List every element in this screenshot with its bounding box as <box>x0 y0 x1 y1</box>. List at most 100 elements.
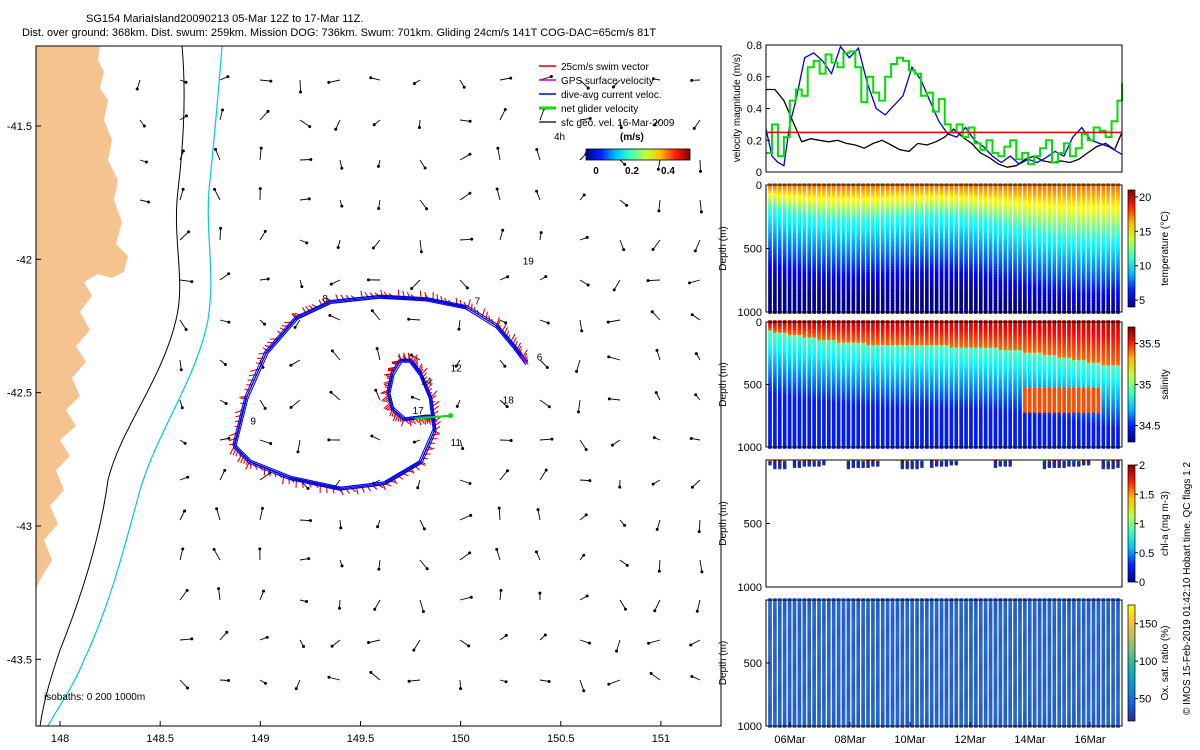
sfc-velocity-arrow <box>215 149 221 161</box>
sfc-velocity-arrow <box>498 508 501 521</box>
sfc-velocity-arrowhead <box>504 633 508 637</box>
section-sample <box>792 241 797 246</box>
colorbar-title: (m/s) <box>620 132 644 143</box>
section-sample <box>797 307 802 312</box>
sfc-velocity-arrow <box>259 79 271 82</box>
sfc-velocity-arrowhead <box>657 569 661 573</box>
sfc-velocity-arrow <box>219 273 229 281</box>
section-sample <box>782 274 787 279</box>
section-sample <box>812 228 816 233</box>
section-sample <box>773 267 777 271</box>
sfc-velocity-arrow <box>459 514 471 521</box>
section-sample <box>768 195 772 200</box>
velocity-series-line <box>766 88 1123 168</box>
swim-vector <box>383 382 391 386</box>
sfc-velocity-arrow <box>179 279 192 283</box>
section-sample <box>792 292 797 297</box>
section-sample <box>812 211 816 215</box>
sfc-velocity-arrow <box>299 119 310 128</box>
section-sample <box>817 279 821 284</box>
section-sample <box>817 249 821 253</box>
section-sample <box>782 294 787 299</box>
section-sample <box>797 274 802 279</box>
sfc-velocity-arrowhead <box>260 506 264 510</box>
section-sample <box>822 200 826 205</box>
section-sample <box>778 228 782 233</box>
section-sample <box>807 203 812 208</box>
section-sample <box>768 272 772 276</box>
section-sample <box>817 221 821 225</box>
section-sample <box>802 239 807 243</box>
sfc-velocity-arrowhead <box>294 687 298 691</box>
section-sample <box>802 195 807 200</box>
section-sample <box>817 213 821 218</box>
section-sample <box>782 203 787 208</box>
sfc-velocity-arrow <box>328 79 341 83</box>
sfc-velocity-arrow <box>136 79 141 90</box>
section-sample <box>812 264 816 269</box>
map-ytick-label: -41.5 <box>7 121 32 133</box>
section-sample <box>797 208 802 213</box>
sfc-velocity-arrowhead <box>263 229 267 233</box>
section-sample <box>792 272 797 276</box>
section-sample <box>817 269 821 274</box>
sfc-velocity-arrow <box>214 189 221 201</box>
swim-vector <box>244 388 250 392</box>
section-sample <box>782 231 787 236</box>
sfc-velocity-arrow <box>370 77 381 81</box>
section-sample <box>812 256 816 261</box>
section-sample <box>787 300 792 304</box>
section-sample <box>782 264 787 269</box>
sfc-velocity-arrowhead <box>262 589 266 593</box>
section-sample <box>773 292 777 297</box>
sfc-velocity-arrow <box>411 279 421 289</box>
section-sample <box>817 203 821 208</box>
section-sample <box>768 269 772 274</box>
section-sample <box>807 300 812 304</box>
section-sample <box>787 264 792 269</box>
sfc-velocity-arrowhead <box>289 405 293 409</box>
sfc-velocity-arrowhead <box>409 353 413 357</box>
section-sample <box>792 198 797 203</box>
section-sample <box>807 228 812 233</box>
day-label: 7 <box>475 297 481 308</box>
section-sample <box>782 213 787 218</box>
section-sample <box>778 236 782 241</box>
section-sample <box>802 292 807 297</box>
section-sample <box>802 279 807 284</box>
section-sample <box>802 294 807 299</box>
section-sample <box>797 294 802 299</box>
section-sample <box>817 236 821 241</box>
section-sample <box>817 231 821 236</box>
sfc-velocity-arrowhead <box>227 436 231 440</box>
sfc-velocity-arrow <box>497 148 501 161</box>
section-sample <box>792 264 797 269</box>
section-sample <box>778 267 782 271</box>
section-sample <box>778 297 782 302</box>
section-sample <box>792 254 797 258</box>
section-sample <box>812 254 816 258</box>
section-sample <box>812 241 816 246</box>
section-sample <box>792 231 797 236</box>
section-sample <box>807 231 812 236</box>
section-sample <box>782 241 787 246</box>
sfc-velocity-arrow <box>299 519 311 522</box>
sfc-velocity-arrowhead <box>690 674 694 678</box>
section-sample <box>807 208 812 213</box>
isobath-label: isobaths: 0 200 1000m <box>44 692 145 703</box>
sfc-velocity-arrowhead <box>495 187 499 191</box>
section-sample <box>782 195 787 200</box>
section-sample <box>802 234 807 238</box>
section-sample <box>792 300 797 304</box>
section-sample <box>812 203 816 208</box>
section-sample <box>807 226 812 230</box>
net-glider-arrowhead <box>448 413 454 419</box>
sfc-velocity-arrowhead <box>423 166 427 170</box>
section-sample <box>773 218 777 223</box>
section-sample <box>792 228 797 233</box>
sfc-velocity-arrowhead <box>221 108 225 112</box>
sfc-velocity-arrowhead <box>549 75 553 79</box>
swim-vector <box>410 355 414 362</box>
section-sample <box>768 284 772 289</box>
